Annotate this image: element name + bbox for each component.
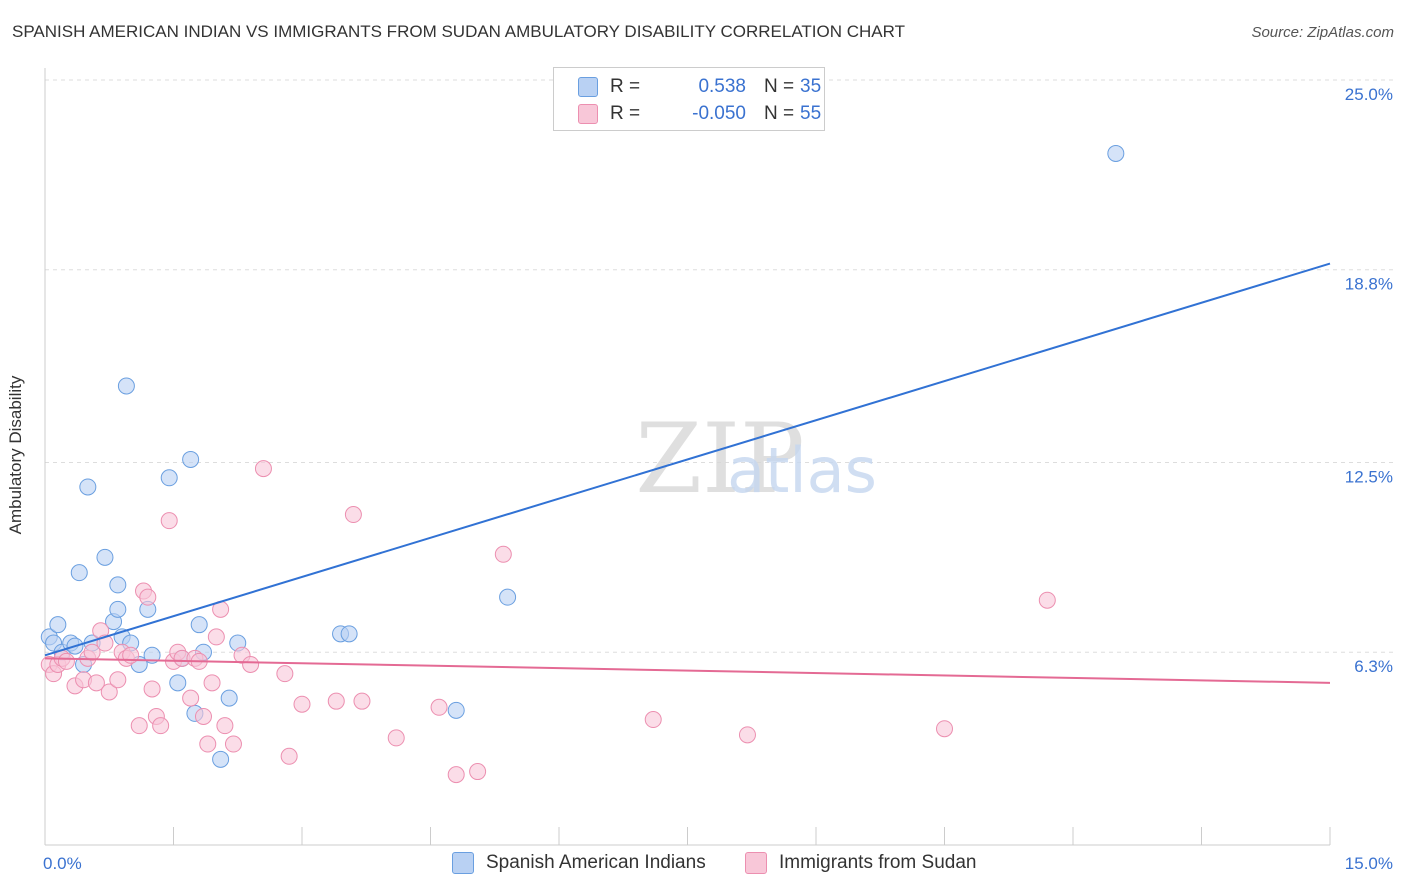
- point-immigrants-from-sudan: [216, 717, 234, 735]
- point-immigrants-from-sudan: [130, 717, 148, 735]
- point-spanish-american-indians: [1107, 144, 1125, 162]
- r-value-series-2: -0.050: [692, 103, 746, 124]
- n-value-series-2: 55: [800, 103, 822, 124]
- point-immigrants-from-sudan: [430, 698, 448, 716]
- stats-legend-row-1: R = 0.538 N = 35: [578, 76, 821, 98]
- chart-title: SPANISH AMERICAN INDIAN VS IMMIGRANTS FR…: [12, 22, 905, 41]
- y-tick-label: 12.5%: [1345, 468, 1393, 487]
- point-spanish-american-indians: [109, 576, 127, 594]
- point-immigrants-from-sudan: [280, 747, 298, 765]
- point-spanish-american-indians: [499, 588, 517, 606]
- point-immigrants-from-sudan: [293, 695, 311, 713]
- trend-line-spanish-american-indians: [44, 262, 1331, 657]
- point-spanish-american-indians: [96, 548, 114, 566]
- point-spanish-american-indians: [182, 450, 200, 468]
- point-immigrants-from-sudan: [109, 671, 127, 689]
- x-tick-label-max: 15.0%: [1345, 854, 1393, 873]
- point-spanish-american-indians: [160, 469, 178, 487]
- point-immigrants-from-sudan: [644, 711, 662, 729]
- tick-labels: 6.3% 12.5% 18.8% 25.0% 0.0% 15.0%: [43, 85, 1393, 873]
- point-immigrants-from-sudan: [152, 717, 170, 735]
- point-immigrants-from-sudan: [207, 628, 225, 646]
- r-label: R =: [610, 76, 641, 97]
- legend-swatch-pink: [745, 852, 767, 874]
- watermark-atlas: atlas: [727, 434, 877, 507]
- point-spanish-american-indians: [340, 625, 358, 643]
- y-tick-label: 25.0%: [1345, 85, 1393, 104]
- point-immigrants-from-sudan: [57, 652, 75, 670]
- legend-label-series-1: Spanish American Indians: [486, 852, 706, 873]
- point-immigrants-from-sudan: [87, 674, 105, 692]
- point-immigrants-from-sudan: [276, 665, 294, 683]
- trend-lines: [44, 262, 1331, 684]
- trend-line-immigrants-from-sudan: [44, 657, 1331, 684]
- point-immigrants-from-sudan: [242, 655, 260, 673]
- legend-item-immigrants-from-sudan: Immigrants from Sudan: [745, 852, 976, 874]
- point-immigrants-from-sudan: [182, 689, 200, 707]
- points: [40, 144, 1125, 784]
- point-spanish-american-indians: [117, 377, 135, 395]
- point-immigrants-from-sudan: [494, 545, 512, 563]
- point-immigrants-from-sudan: [160, 512, 178, 530]
- point-spanish-american-indians: [143, 646, 161, 664]
- point-spanish-american-indians: [212, 750, 230, 768]
- point-immigrants-from-sudan: [1038, 591, 1056, 609]
- r-label: R =: [610, 103, 641, 124]
- point-spanish-american-indians: [190, 616, 208, 634]
- legend-label-series-2: Immigrants from Sudan: [779, 852, 977, 873]
- point-immigrants-from-sudan: [254, 460, 272, 478]
- grid-lines: [45, 79, 1395, 653]
- point-immigrants-from-sudan: [327, 692, 345, 710]
- point-immigrants-from-sudan: [199, 735, 217, 753]
- stats-legend-row-2: R = -0.050 N = 55: [578, 103, 821, 125]
- point-immigrants-from-sudan: [194, 707, 212, 725]
- y-axis-label: Ambulatory Disability: [6, 375, 25, 535]
- n-value-series-1: 35: [800, 76, 822, 97]
- point-immigrants-from-sudan: [139, 588, 157, 606]
- n-label: N =: [764, 103, 795, 124]
- legend-item-spanish-american-indians: Spanish American Indians: [452, 852, 706, 874]
- stats-legend: R = 0.538 N = 35 R = -0.050 N = 55: [553, 67, 825, 131]
- legend-swatch-pink: [578, 104, 598, 124]
- point-immigrants-from-sudan: [224, 735, 242, 753]
- legend-swatch-blue: [452, 852, 474, 874]
- x-tick-label-min: 0.0%: [43, 854, 82, 873]
- y-tick-label: 18.8%: [1345, 275, 1393, 294]
- y-tick-label: 6.3%: [1354, 657, 1393, 676]
- point-immigrants-from-sudan: [353, 692, 371, 710]
- point-spanish-american-indians: [49, 616, 67, 634]
- point-immigrants-from-sudan: [936, 720, 953, 738]
- point-spanish-american-indians: [169, 674, 187, 692]
- n-label: N =: [764, 76, 795, 97]
- axes: [44, 68, 1331, 846]
- point-spanish-american-indians: [79, 478, 97, 496]
- point-immigrants-from-sudan: [387, 729, 405, 747]
- legend-swatch-blue: [578, 77, 598, 97]
- point-immigrants-from-sudan: [203, 674, 221, 692]
- point-spanish-american-indians: [220, 689, 238, 707]
- point-immigrants-from-sudan: [469, 763, 487, 781]
- point-immigrants-from-sudan: [344, 506, 362, 524]
- point-spanish-american-indians: [70, 564, 88, 582]
- watermark-zip: ZIP: [635, 403, 804, 515]
- point-immigrants-from-sudan: [447, 766, 465, 784]
- point-immigrants-from-sudan: [738, 726, 756, 744]
- point-spanish-american-indians: [447, 701, 465, 719]
- point-spanish-american-indians: [109, 600, 127, 618]
- point-immigrants-from-sudan: [143, 680, 161, 698]
- source-label: Source: ZipAtlas.com: [1251, 24, 1394, 41]
- r-value-series-1: 0.538: [698, 76, 746, 97]
- point-immigrants-from-sudan: [100, 683, 118, 701]
